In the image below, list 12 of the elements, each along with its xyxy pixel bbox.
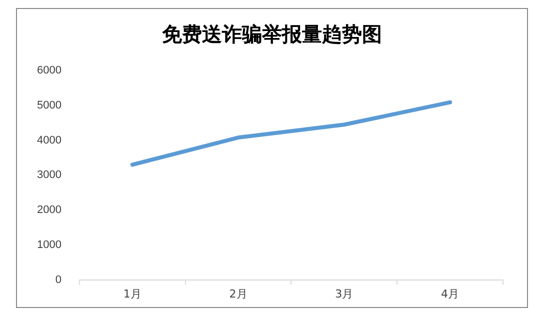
y-tick-label: 2000 xyxy=(36,204,62,216)
y-tick-label: 1000 xyxy=(36,238,62,251)
y-tick-label: 3000 xyxy=(36,169,62,182)
x-tick-label: 2月 xyxy=(229,287,248,300)
y-tick-label: 4000 xyxy=(36,134,62,146)
x-tick-label: 3月 xyxy=(335,287,354,300)
chart-title: 免费送诈骗举报量趋势图 xyxy=(161,22,383,48)
y-tick-label: 5000 xyxy=(36,100,62,112)
y-tick-label: 0 xyxy=(55,274,62,286)
x-tick-label: 4月 xyxy=(441,287,460,300)
x-tick-label: 1月 xyxy=(123,287,142,300)
y-tick-label: 6000 xyxy=(36,64,62,77)
